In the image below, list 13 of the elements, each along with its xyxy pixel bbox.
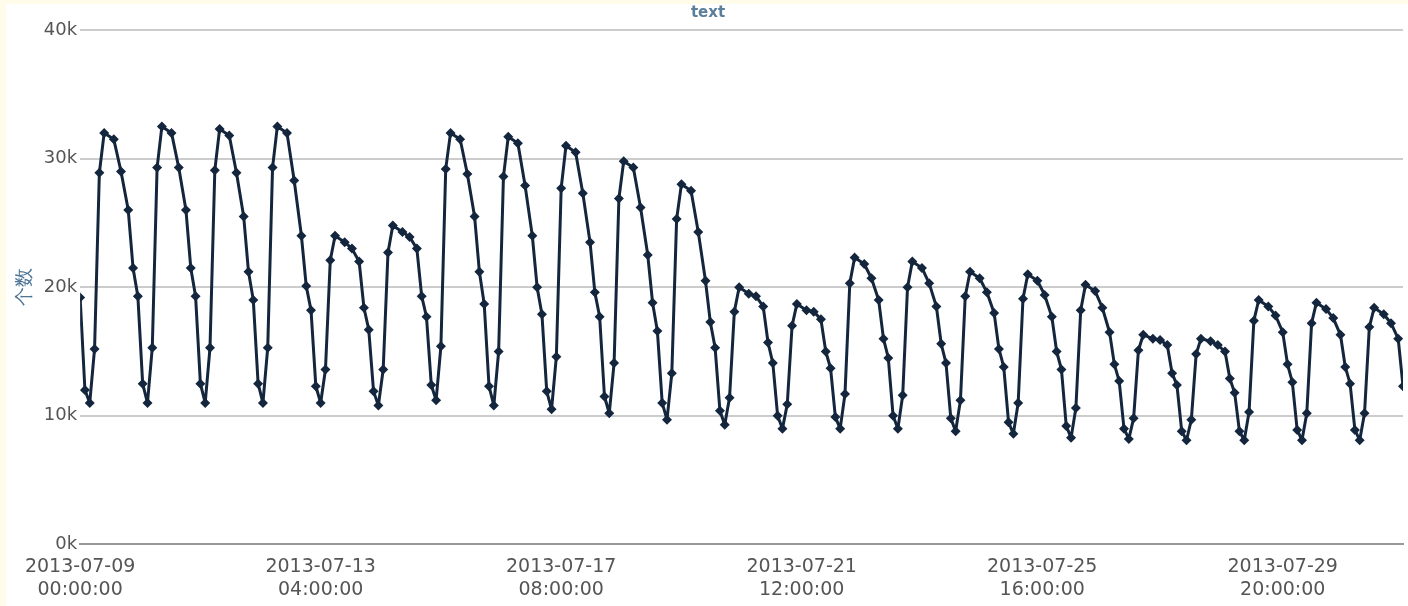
y-axis-title: 个数	[12, 268, 35, 307]
x-tick-label: 2013-07-09 00:00:00	[24, 553, 136, 599]
x-tick-label: 2013-07-13 04:00:00	[265, 553, 376, 599]
y-tick-label: 20k	[43, 274, 78, 296]
x-tick-label: 2013-07-25 16:00:00	[987, 553, 1098, 599]
x-tick-label: 2013-07-29 20:00:00	[1227, 553, 1338, 599]
y-tick-label: 30k	[43, 146, 78, 168]
y-tick-label: 0k	[55, 532, 78, 554]
y-tick-label: 10k	[43, 403, 78, 425]
x-tick-label: 2013-07-21 12:00:00	[746, 553, 857, 599]
y-tick-label: 40k	[43, 17, 78, 39]
chart-title: text	[690, 2, 726, 21]
x-tick-label: 2013-07-17 08:00:00	[505, 553, 617, 599]
